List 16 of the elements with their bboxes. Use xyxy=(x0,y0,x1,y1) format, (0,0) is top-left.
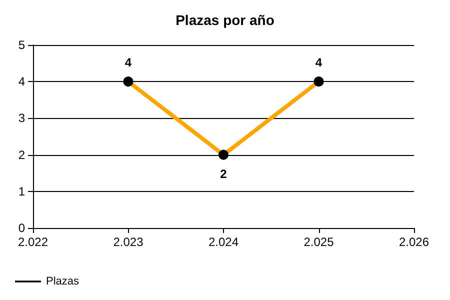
y-tick-label: 0 xyxy=(18,221,26,235)
legend-label: Plazas xyxy=(46,276,80,288)
y-tick-label: 1 xyxy=(18,184,26,198)
x-tick-label: 2.024 xyxy=(208,235,239,249)
x-tick-label: 2.022 xyxy=(18,235,48,249)
data-label: 4 xyxy=(124,56,132,70)
x-tick-label: 2.026 xyxy=(398,235,430,249)
data-label: 2 xyxy=(220,166,228,181)
x-tick-label: 2.023 xyxy=(113,235,144,249)
data-label: 4 xyxy=(315,56,322,70)
chart-title: Plazas por año xyxy=(176,12,274,28)
y-tick-label: 4 xyxy=(18,74,26,89)
x-tick-label: 2.025 xyxy=(304,235,334,249)
y-tick-label: 3 xyxy=(18,111,26,126)
y-tick-label: 5 xyxy=(18,38,26,52)
y-tick-label: 2 xyxy=(18,148,26,162)
